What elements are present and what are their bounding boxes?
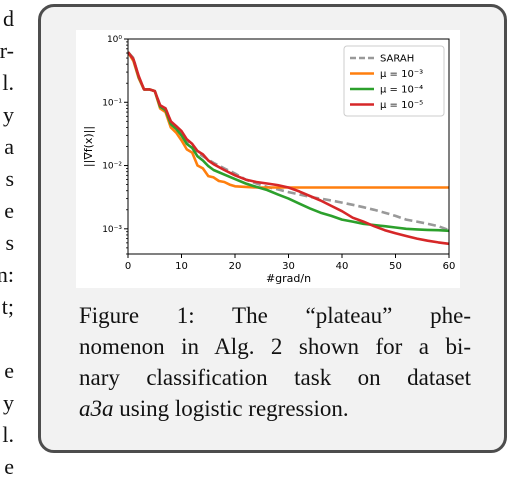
series-line-0 (127, 51, 450, 232)
y-tick-label: 10⁰ (107, 35, 122, 45)
legend-label: μ = 10⁻⁵ (380, 100, 423, 111)
caption-line4-rest: using logistic regression. (119, 396, 349, 421)
y-tick-label: 10⁻² (102, 162, 122, 172)
x-tick-label: 10 (175, 261, 188, 272)
caption-line1-rest: The “plateau” phe- (232, 303, 471, 328)
chart-svg: 0 10 20 30 40 50 60 10⁰ 10⁻¹ 10⁻² 10⁻³ #grad/n ||∇f(… (82, 35, 456, 285)
legend-label: μ = 10⁻⁴ (380, 85, 423, 96)
x-tick-label: 50 (389, 261, 402, 272)
left-fragment: a (4, 134, 14, 159)
caption-line-1: Figure 1: The “plateau” phe- (79, 300, 471, 331)
left-fragment: r- (0, 38, 14, 63)
left-fragment: s (5, 230, 14, 255)
x-tick-label: 30 (282, 261, 295, 272)
left-fragment: y (3, 390, 14, 415)
x-tick-label: 0 (125, 261, 131, 272)
y-axis-label: ||∇f(x)|| (82, 126, 95, 167)
left-column-text-fragments: d r-l. y a s e s n: t; e y l. e (0, 0, 14, 488)
left-fragment: e (4, 454, 14, 479)
caption-line-3: nary classification task on dataset (79, 365, 471, 390)
left-fragment: y (3, 102, 14, 127)
left-fragment: s (5, 166, 14, 191)
left-fragment: l. (2, 422, 14, 447)
x-tick-label: 40 (336, 261, 349, 272)
series-line-2 (126, 51, 450, 233)
caption-figure-label: Figure 1: (79, 303, 195, 328)
legend-label: SARAH (380, 54, 414, 65)
figure-caption: Figure 1: The “plateau” phe- nomenon in … (79, 300, 471, 424)
x-tick-label: 60 (443, 261, 456, 272)
caption-line-2: nomenon in Alg. 2 shown for a bi- (79, 334, 471, 359)
left-fragment: t; (1, 294, 14, 319)
figure-chart: 0 10 20 30 40 50 60 10⁰ 10⁻¹ 10⁻² 10⁻³ #grad/n ||∇f(… (76, 30, 460, 288)
left-fragment: l. (2, 70, 14, 95)
left-fragment: n: (0, 262, 14, 287)
left-fragment: e (4, 358, 14, 383)
series-line-3 (126, 51, 450, 246)
y-tick-label: 10⁻¹ (102, 98, 122, 108)
x-axis-label: #grad/n (266, 272, 311, 285)
caption-dataset-name: a3a (79, 396, 114, 421)
caption-line-4: a3a using logistic regression. (79, 393, 471, 424)
left-fragment: e (4, 198, 14, 223)
left-fragment: d (3, 6, 14, 31)
legend-box (343, 45, 445, 117)
legend-label: μ = 10⁻³ (380, 69, 423, 80)
y-tick-label: 10⁻³ (102, 225, 122, 235)
x-tick-label: 20 (229, 261, 242, 272)
